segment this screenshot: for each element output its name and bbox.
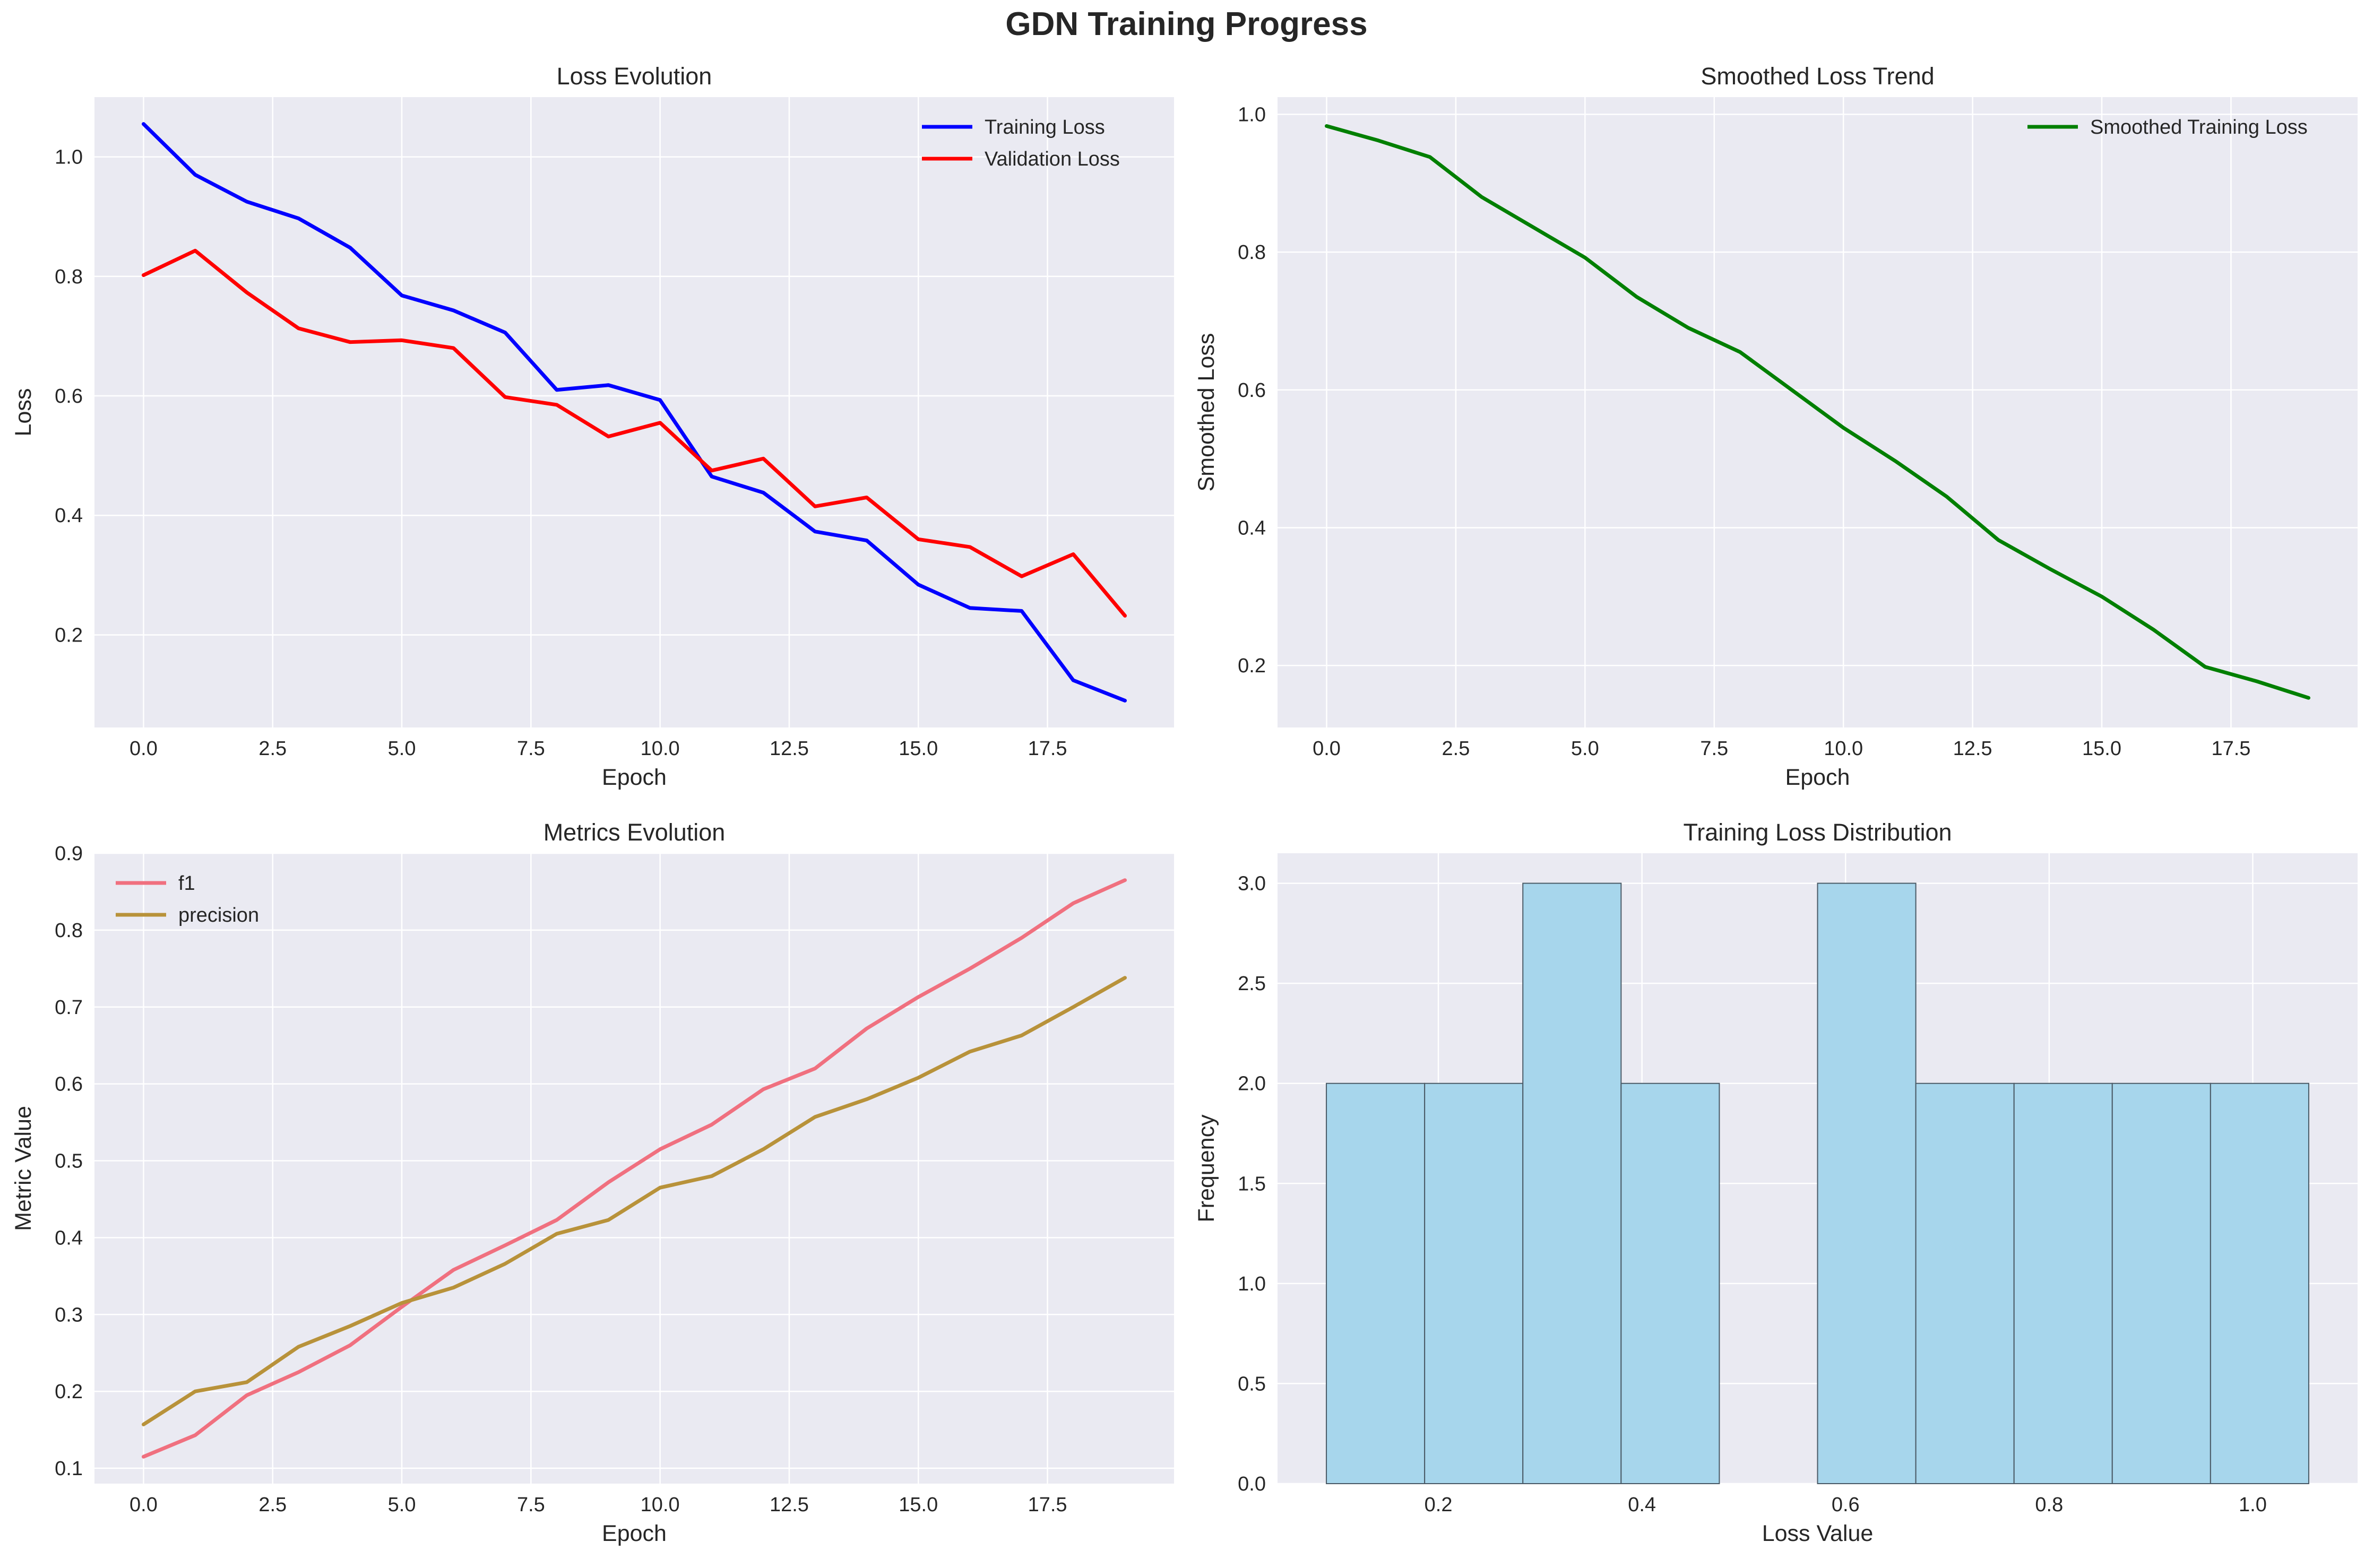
loss-xtick-label: 5.0	[388, 738, 416, 760]
loss-ytick-label: 0.6	[55, 385, 83, 408]
loss-xtick-label: 15.0	[899, 738, 938, 760]
loss-xtick-label: 12.5	[770, 738, 809, 760]
metrics-ytick-label: 0.7	[55, 997, 83, 1019]
hist-xtick-label: 1.0	[2239, 1494, 2267, 1516]
metrics-xtick-label: 0.0	[130, 1494, 158, 1516]
metrics-ytick-label: 0.4	[55, 1227, 83, 1249]
hist-ytick-label: 2.5	[1238, 973, 1266, 995]
loss-xlabel: Epoch	[602, 765, 667, 790]
metrics-xtick-label: 15.0	[899, 1494, 938, 1516]
metrics-ylabel: Metric Value	[11, 1106, 36, 1231]
metrics-panel: 0.0 2.5 5.0 7.5 10.0 12.5 15.0 17.5 0.1 0.2 0.3 0.4…	[11, 819, 1174, 1546]
hist-xtick-label: 0.8	[2035, 1494, 2063, 1516]
metrics-xtick-label: 17.5	[1028, 1494, 1067, 1516]
smooth-legend-label-0: Smoothed Training Loss	[2090, 116, 2308, 138]
figure-title: GDN Training Progress	[1005, 6, 1368, 42]
smooth-xtick-label: 17.5	[2211, 738, 2250, 760]
metrics-xtick-label: 2.5	[258, 1494, 287, 1516]
metrics-ytick-label: 0.3	[55, 1304, 83, 1326]
loss-panel: 0.0 2.5 5.0 7.5 10.0 12.5 15.0 17.5 0.2 0.4 0.6 0.8…	[11, 63, 1174, 790]
metrics-xtick-label: 5.0	[388, 1494, 416, 1516]
smooth-xtick-label: 15.0	[2082, 738, 2121, 760]
hist-bar-7	[2013, 1082, 2113, 1484]
metrics-ytick-label: 0.1	[55, 1458, 83, 1480]
loss-title: Loss Evolution	[557, 63, 712, 90]
hist-xtick-label: 0.4	[1628, 1494, 1656, 1516]
metrics-series-line-1	[141, 976, 1127, 1426]
smooth-ytick-label: 0.8	[1238, 241, 1266, 264]
smooth-xtick-label: 10.0	[1824, 738, 1863, 760]
loss-ytick-label: 0.4	[55, 505, 83, 527]
hist-bar-5	[1817, 882, 1917, 1484]
metrics-xlabel: Epoch	[602, 1521, 667, 1546]
loss-ytick-label: 0.2	[55, 624, 83, 646]
smooth-xtick-label: 2.5	[1442, 738, 1470, 760]
smooth-xtick-label: 0.0	[1313, 738, 1341, 760]
smooth-panel: 0.0 2.5 5.0 7.5 10.0 12.5 15.0 17.5 0.2 0.4 0.6 0.8…	[1194, 63, 2358, 790]
hist-bar-8	[2111, 1082, 2211, 1484]
hist-bar-1	[1424, 1082, 1524, 1484]
metrics-plot-area	[94, 853, 1174, 1484]
metrics-xtick-label: 7.5	[517, 1494, 545, 1516]
metrics-ytick-label: 0.6	[55, 1073, 83, 1096]
smooth-series-line-0	[1325, 124, 2310, 700]
hist-ytick-label: 0.0	[1238, 1473, 1266, 1495]
loss-xtick-label: 10.0	[641, 738, 680, 760]
hist-xtick-label: 0.2	[1425, 1494, 1453, 1516]
hist-bar-2	[1522, 882, 1622, 1484]
hist-title: Training Loss Distribution	[1683, 819, 1952, 846]
metrics-ytick-label: 0.5	[55, 1150, 83, 1173]
smooth-xtick-label: 7.5	[1700, 738, 1728, 760]
loss-xtick-label: 2.5	[258, 738, 287, 760]
hist-bar-6	[1915, 1082, 2015, 1484]
loss-plot-area	[94, 97, 1174, 727]
smooth-ytick-label: 0.2	[1238, 655, 1266, 677]
smooth-ytick-label: 0.6	[1238, 379, 1266, 402]
loss-legend-label-1: Validation Loss	[985, 148, 1120, 170]
loss-xtick-label: 0.0	[130, 738, 158, 760]
metrics-legend-label-1: precision	[178, 904, 259, 926]
metrics-xtick-label: 12.5	[770, 1494, 809, 1516]
hist-ylabel: Frequency	[1194, 1114, 1219, 1223]
metrics-ytick-label: 0.8	[55, 920, 83, 942]
hist-bar-0	[1326, 1082, 1426, 1484]
metrics-ytick-label: 0.9	[55, 843, 83, 865]
smooth-xlabel: Epoch	[1785, 765, 1850, 790]
smooth-ylabel: Smoothed Loss	[1194, 333, 1219, 492]
loss-series-line-0	[141, 122, 1127, 703]
loss-ylabel: Loss	[11, 388, 36, 437]
smooth-title: Smoothed Loss Trend	[1701, 63, 1934, 90]
hist-ytick-label: 1.0	[1238, 1273, 1266, 1295]
smooth-xtick-label: 12.5	[1953, 738, 1992, 760]
loss-xtick-label: 7.5	[517, 738, 545, 760]
smooth-xtick-label: 5.0	[1571, 738, 1599, 760]
loss-ytick-label: 1.0	[55, 146, 83, 169]
metrics-legend-label-0: f1	[178, 872, 195, 895]
metrics-series-line-0	[141, 878, 1127, 1459]
hist-xtick-label: 0.6	[1832, 1494, 1860, 1516]
metrics-ytick-label: 0.2	[55, 1381, 83, 1403]
hist-ytick-label: 2.0	[1238, 1073, 1266, 1095]
smooth-ytick-label: 0.4	[1238, 517, 1266, 539]
hist-ytick-label: 3.0	[1238, 873, 1266, 895]
smooth-plot-area	[1278, 97, 2358, 727]
hist-panel: 0.2 0.4 0.6 0.8 1.0 0.0 0.5 1.0 1.5 2.0 2.5 3.0 Trai…	[1194, 819, 2358, 1546]
loss-legend-label-0: Training Loss	[985, 116, 1105, 138]
hist-xlabel: Loss Value	[1762, 1521, 1874, 1546]
loss-series-line-1	[141, 248, 1127, 618]
loss-xtick-label: 17.5	[1028, 738, 1067, 760]
hist-ytick-label: 0.5	[1238, 1373, 1266, 1395]
smooth-ytick-label: 1.0	[1238, 103, 1266, 126]
hist-bar-9	[2210, 1082, 2309, 1484]
hist-ytick-label: 1.5	[1238, 1173, 1266, 1195]
loss-ytick-label: 0.8	[55, 266, 83, 288]
metrics-title: Metrics Evolution	[543, 819, 726, 846]
metrics-xtick-label: 10.0	[641, 1494, 680, 1516]
hist-bar-3	[1620, 1082, 1720, 1484]
